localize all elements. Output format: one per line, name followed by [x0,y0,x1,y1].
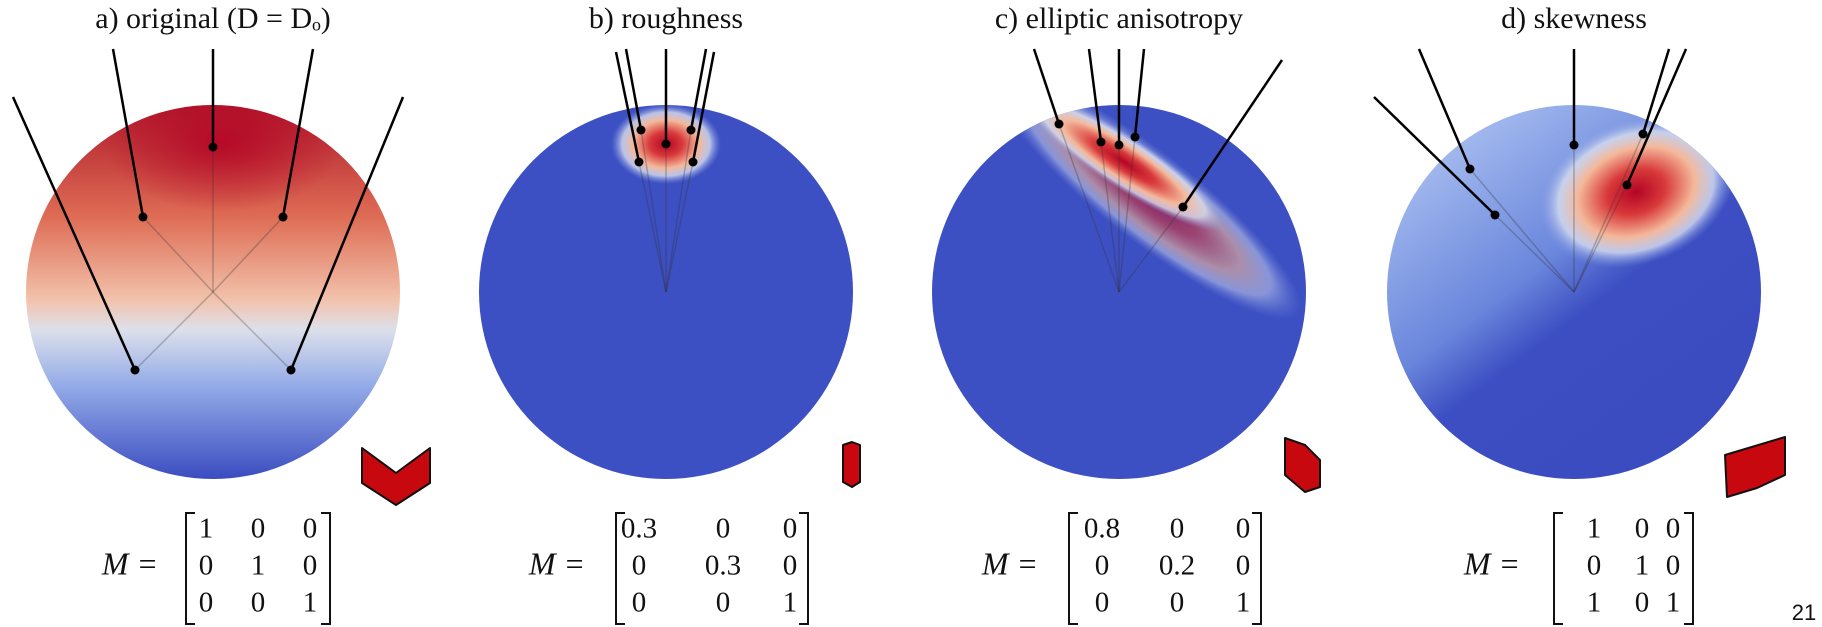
direction [1034,49,1059,124]
page-number: 21 [1792,600,1816,625]
cube [843,442,860,487]
matrix-cell: 0.3 [621,513,657,545]
matrix-cell: 0 [1236,550,1251,582]
direction-dot [1131,133,1140,142]
matrix-cell: 0 [251,513,266,545]
direction-dot [689,158,698,167]
direction-dot [1491,211,1500,220]
matrix-cell: 0 [199,587,214,619]
matrix-cell: 0 [1635,587,1650,619]
matrix-cell: 0 [632,550,647,582]
matrix-label: M = [981,545,1038,581]
matrix-label: M = [528,545,585,581]
matrix-cell: 0 [303,550,318,582]
matrix-cell: 0 [303,513,318,545]
panel: c) elliptic anisotropy M = 0.8 0 0 0 0.2 0 0 0 1 [932,2,1326,624]
matrix-cell: 1 [1666,587,1681,619]
bracket [1684,513,1693,624]
matrix-cell: 0 [1666,513,1681,545]
direction-dot [662,140,671,149]
matrix-cell: 0 [1095,587,1110,619]
direction-dot [1466,165,1475,174]
bracket [1252,513,1261,624]
direction-dot [287,366,296,375]
matrix-label: M = [1463,545,1520,581]
cube [1725,437,1785,497]
direction-dot [1097,138,1106,147]
matrix-cell: 0 [199,550,214,582]
matrix-cell: 0 [632,587,647,619]
matrix-cell: 1 [303,587,318,619]
matrix-cell: 0 [251,587,266,619]
direction-dot [1623,181,1632,190]
matrix-cell: 0.2 [1159,550,1195,582]
matrix-cell: 1 [1587,513,1602,545]
direction-dot [635,158,644,167]
matrix-cell: 0 [783,550,798,582]
bracket [1069,513,1078,624]
matrix-cell: 0 [1170,513,1185,545]
direction-dot [279,213,288,222]
direction-dot [209,143,218,152]
direction-dot [1115,141,1124,150]
matrix-cell: 0 [783,513,798,545]
cube [1285,438,1320,492]
matrix-cell: 0 [1095,550,1110,582]
bracket [1554,513,1563,624]
direction-dot [139,213,148,222]
panel-title: d) skewness [1501,2,1647,35]
panel-title: c) elliptic anisotropy [995,2,1243,35]
direction-dot [131,366,140,375]
panel: b) roughness M = 0.3 0 0 0 0.3 0 0 0 1 [479,2,860,624]
matrix-cell: 1 [251,550,266,582]
figure: a) original (D = Dₒ)M =100010001b) rough… [0,0,1822,627]
matrix-cell: 1 [1635,550,1650,582]
panel-title: a) original (D = Dₒ) [95,2,331,35]
direction-dot [687,126,696,135]
matrix-label: M = [101,545,158,581]
matrix-cell: 0 [716,587,731,619]
direction-dot [637,126,646,135]
matrix-cell: 0 [716,513,731,545]
direction-dot [1179,203,1188,212]
bracket [186,513,195,624]
matrix-cell: 0.8 [1084,513,1120,545]
direction-dot [1055,120,1064,129]
direction-dot [1570,141,1579,150]
bracket [321,513,330,624]
bracket [799,513,808,624]
panel: a) original (D = Dₒ) M = 1 0 0 0 1 0 0 0 1 [13,2,430,624]
direction [1419,49,1470,169]
matrix-cell: 1 [783,587,798,619]
matrix-cell: 1 [1236,587,1251,619]
matrix-cell: 0 [1666,550,1681,582]
cube [362,448,430,505]
matrix-cell: 0 [1236,513,1251,545]
panel-title: b) roughness [589,2,743,35]
matrix-cell: 0.3 [705,550,741,582]
matrix-cell: 0 [1170,587,1185,619]
matrix-cell: 1 [199,513,214,545]
direction-dot [1639,130,1648,139]
matrix-cell: 1 [1587,587,1602,619]
matrix-cell: 0 [1635,513,1650,545]
matrix-cell: 0 [1587,550,1602,582]
